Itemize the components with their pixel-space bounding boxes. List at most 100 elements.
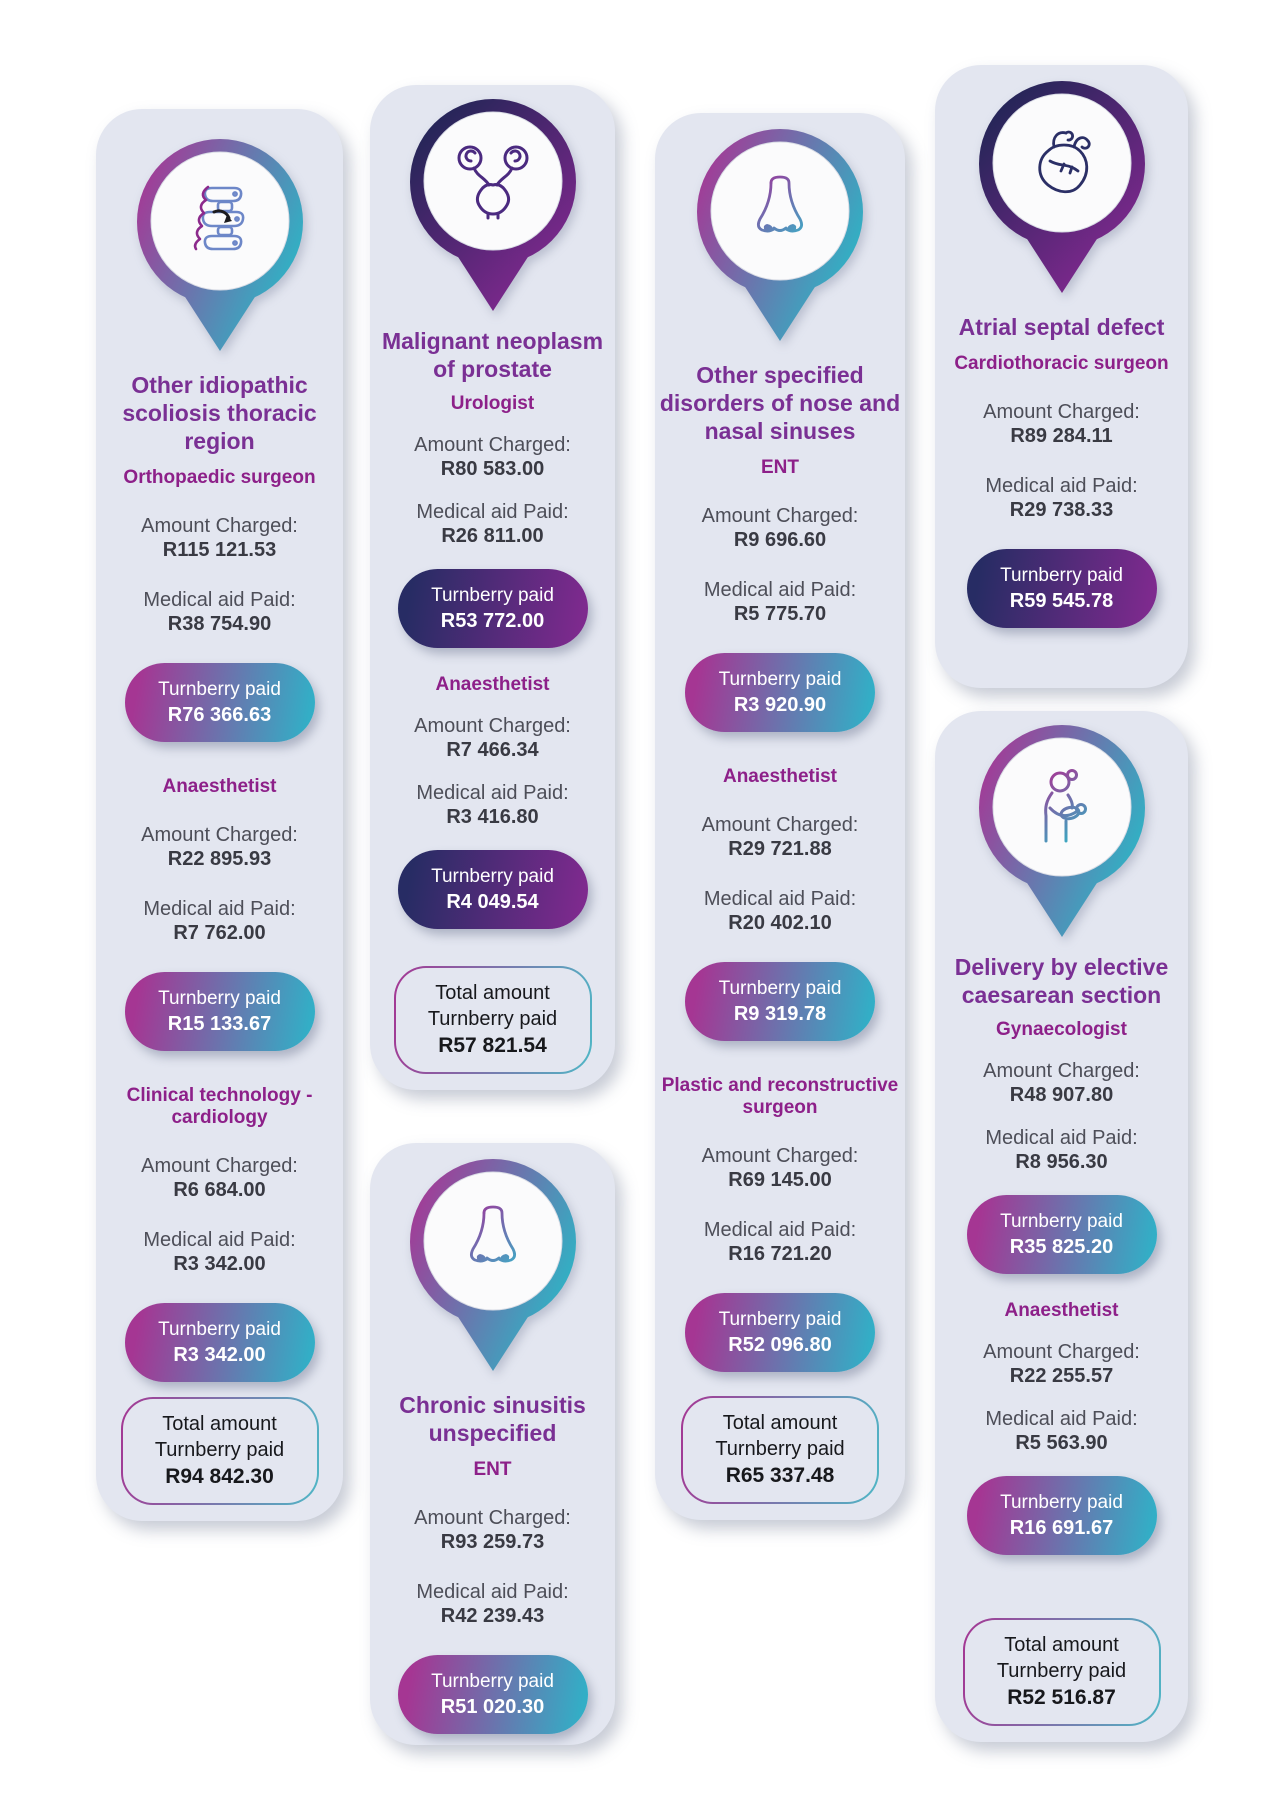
amount-charged-group: Amount Charged: R69 145.00 [702, 1145, 859, 1193]
medical-aid-paid-label: Medical aid Paid: [985, 475, 1138, 497]
claim-card-sinusitis: Chronic sinusitis unspecified ENT Amount… [370, 1143, 615, 1745]
provider-name: Clinical technology - cardiology [126, 1085, 313, 1128]
medical-aid-paid-group: Medical aid Paid: R26 811.00 [416, 501, 568, 549]
total-value: R65 337.48 [725, 1464, 835, 1487]
medical-aid-paid-group: Medical aid Paid: R29 738.33 [985, 475, 1137, 523]
provider-name: Plastic and reconstructive surgeon [661, 1075, 899, 1118]
claim-card-prostate: Malignant neoplasm of prostate Urologist… [370, 85, 615, 1090]
provider-name: Anaesthetist [1004, 1300, 1119, 1321]
turnberry-paid-label: Turnberry paid [431, 585, 554, 606]
amount-charged-value: R89 284.11 [1010, 425, 1113, 447]
medical-aid-paid-label: Medical aid Paid: [143, 589, 296, 611]
medical-aid-paid-label: Medical aid Paid: [703, 888, 857, 910]
mother-baby-icon [978, 725, 1145, 937]
amount-charged-label: Amount Charged: [141, 824, 298, 846]
medical-aid-paid-value: R3 416.80 [446, 806, 539, 828]
medical-aid-paid-label: Medical aid Paid: [416, 782, 569, 804]
turnberry-paid-pill: Turnberry paid R76 366.63 [124, 663, 315, 742]
medical-aid-paid-group: Medical aid Paid: R38 754.90 [143, 589, 295, 637]
card-title: Malignant neoplasm of prostate [381, 328, 604, 382]
provider-name: Cardiothoracic surgeon [954, 353, 1169, 374]
amount-charged-value: R80 583.00 [440, 458, 545, 480]
turnberry-paid-label: Turnberry paid [158, 1319, 281, 1340]
amount-charged-label: Amount Charged: [141, 515, 298, 537]
turnberry-paid-value: R53 772.00 [440, 610, 545, 632]
amount-charged-label: Amount Charged: [414, 434, 571, 456]
amount-charged-group: Amount Charged: R6 684.00 [141, 1155, 298, 1203]
turnberry-paid-pill: Turnberry paid R3 342.00 [124, 1303, 315, 1382]
medical-aid-paid-group: Medical aid Paid: R8 956.30 [985, 1127, 1137, 1175]
medical-aid-paid-group: Medical aid Paid: R16 721.20 [704, 1219, 856, 1267]
total-label: Turnberry paid [427, 1008, 558, 1030]
turnberry-paid-label: Turnberry paid [718, 978, 842, 999]
medical-aid-paid-label: Medical aid Paid: [985, 1408, 1138, 1430]
amount-charged-value: R9 696.60 [733, 529, 827, 551]
turnberry-paid-label: Turnberry paid [1000, 1211, 1123, 1232]
total-value: R52 516.87 [1007, 1686, 1116, 1709]
medical-aid-paid-label: Medical aid Paid: [703, 579, 857, 601]
amount-charged-group: Amount Charged: R115 121.53 [141, 515, 298, 563]
medical-aid-paid-group: Medical aid Paid: R3 416.80 [416, 782, 568, 830]
amount-charged-label: Amount Charged: [414, 1507, 571, 1529]
nose-icon [409, 1159, 576, 1371]
turnberry-paid-pill: Turnberry paid R53 772.00 [397, 569, 588, 648]
medical-aid-paid-label: Medical aid Paid: [703, 1219, 857, 1241]
amount-charged-value: R29 721.88 [728, 838, 832, 860]
medical-aid-paid-label: Medical aid Paid: [143, 898, 296, 920]
total-value: R94 842.30 [165, 1465, 274, 1488]
turnberry-paid-value: R51 020.30 [440, 1696, 545, 1718]
card-title: Chronic sinusitis unspecified [399, 1392, 586, 1446]
claim-card-caesarean-delivery: Delivery by elective caesarean section G… [935, 711, 1188, 1742]
medical-aid-paid-value: R26 811.00 [441, 525, 544, 547]
total-label: Total amount [162, 1413, 277, 1435]
total-label: Total amount [722, 1412, 838, 1434]
amount-charged-label: Amount Charged: [983, 1341, 1140, 1363]
claim-card-atrial-septal-defect: Atrial septal defect Cardiothoracic surg… [935, 65, 1188, 688]
amount-charged-label: Amount Charged: [701, 505, 859, 527]
medical-aid-paid-group: Medical aid Paid: R42 239.43 [416, 1581, 568, 1629]
medical-aid-paid-value: R38 754.90 [167, 613, 272, 635]
amount-charged-label: Amount Charged: [983, 401, 1140, 423]
heart-icon [978, 81, 1145, 293]
amount-charged-group: Amount Charged: R80 583.00 [414, 434, 571, 482]
amount-charged-label: Amount Charged: [414, 715, 571, 737]
amount-charged-value: R7 466.34 [446, 739, 539, 761]
amount-charged-value: R6 684.00 [173, 1179, 266, 1201]
turnberry-paid-pill: Turnberry paid R35 825.20 [966, 1195, 1157, 1274]
medical-aid-paid-value: R29 738.33 [1009, 499, 1114, 521]
amount-charged-value: R115 121.53 [162, 539, 277, 561]
medical-aid-paid-group: Medical aid Paid: R7 762.00 [143, 898, 295, 946]
amount-charged-label: Amount Charged: [701, 814, 859, 836]
total-turnberry-paid-box: Total amount Turnberry paid R65 337.48 [681, 1396, 879, 1504]
total-turnberry-paid-box: Total amount Turnberry paid R52 516.87 [962, 1618, 1161, 1726]
turnberry-paid-pill: Turnberry paid R51 020.30 [397, 1655, 588, 1734]
turnberry-paid-value: R3 920.90 [733, 694, 827, 716]
medical-aid-paid-value: R3 342.00 [173, 1253, 266, 1275]
spine-icon [136, 139, 303, 351]
total-turnberry-paid-box: Total amount Turnberry paid R57 821.54 [393, 966, 592, 1074]
medical-aid-paid-label: Medical aid Paid: [416, 1581, 569, 1603]
turnberry-paid-value: R16 691.67 [1009, 1517, 1114, 1539]
total-label: Total amount [1004, 1634, 1119, 1656]
medical-aid-paid-group: Medical aid Paid: R5 563.90 [985, 1408, 1137, 1456]
turnberry-paid-pill: Turnberry paid R9 319.78 [685, 962, 875, 1041]
amount-charged-group: Amount Charged: R93 259.73 [414, 1507, 571, 1555]
amount-charged-group: Amount Charged: R7 466.34 [414, 715, 571, 763]
medical-aid-paid-label: Medical aid Paid: [143, 1229, 296, 1251]
amount-charged-label: Amount Charged: [141, 1155, 298, 1177]
turnberry-paid-pill: Turnberry paid R4 049.54 [397, 850, 588, 929]
total-label: Turnberry paid [715, 1438, 845, 1460]
turnberry-paid-value: R59 545.78 [1009, 590, 1114, 612]
provider-name: ENT [473, 1459, 512, 1480]
medical-aid-paid-value: R7 762.00 [173, 922, 266, 944]
medical-aid-paid-value: R5 775.70 [733, 603, 827, 625]
turnberry-paid-label: Turnberry paid [718, 669, 842, 690]
turnberry-paid-label: Turnberry paid [431, 866, 554, 887]
turnberry-paid-value: R3 342.00 [173, 1344, 266, 1366]
provider-name: Orthopaedic surgeon [123, 467, 316, 488]
amount-charged-label: Amount Charged: [701, 1145, 859, 1167]
turnberry-paid-pill: Turnberry paid R59 545.78 [966, 549, 1157, 628]
turnberry-paid-pill: Turnberry paid R3 920.90 [685, 653, 875, 732]
turnberry-paid-label: Turnberry paid [718, 1309, 842, 1330]
